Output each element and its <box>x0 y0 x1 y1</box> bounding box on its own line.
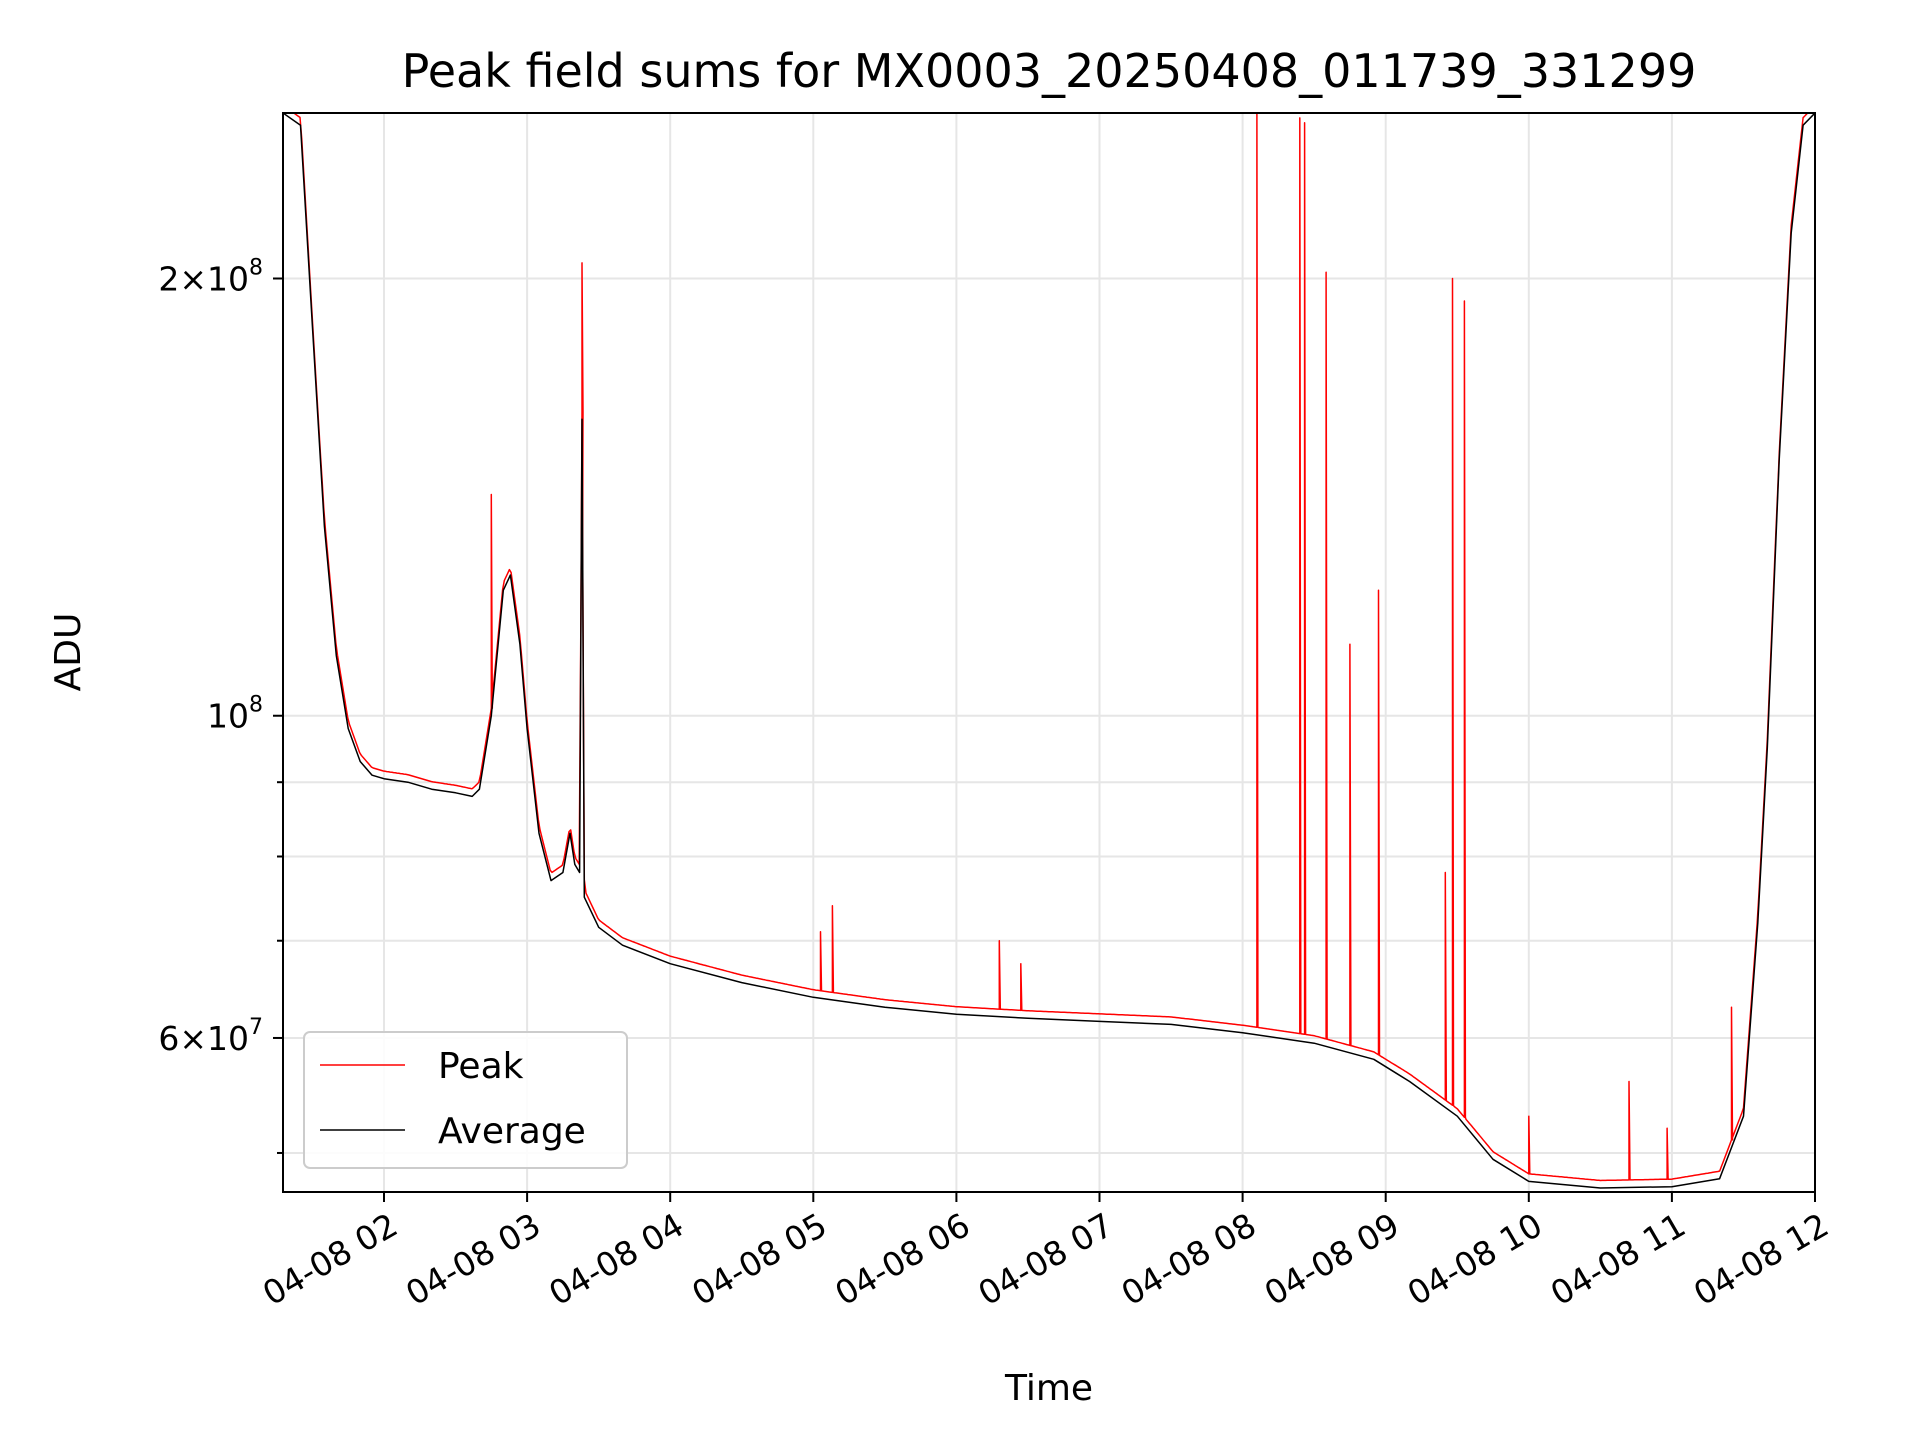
x-axis-label: Time <box>1004 1368 1093 1409</box>
legend-peak-label: Peak <box>438 1046 524 1087</box>
series-peak-line <box>292 113 1809 1182</box>
y-axis-label: ADU <box>48 613 89 692</box>
legend-box <box>303 1031 628 1169</box>
y-tick-label: 6×107 <box>158 1015 263 1058</box>
y-tick-label: 108 <box>207 693 263 736</box>
plot-frame <box>282 112 1816 1193</box>
plot-series <box>283 113 1815 1189</box>
legend: Peak Average <box>303 1031 628 1169</box>
chart-title: Peak field sums for MX0003_20250408_0117… <box>402 44 1697 98</box>
series-average-line <box>283 113 1815 1189</box>
y-tick-label: 2×108 <box>158 255 263 298</box>
legend-average-label: Average <box>438 1111 586 1152</box>
